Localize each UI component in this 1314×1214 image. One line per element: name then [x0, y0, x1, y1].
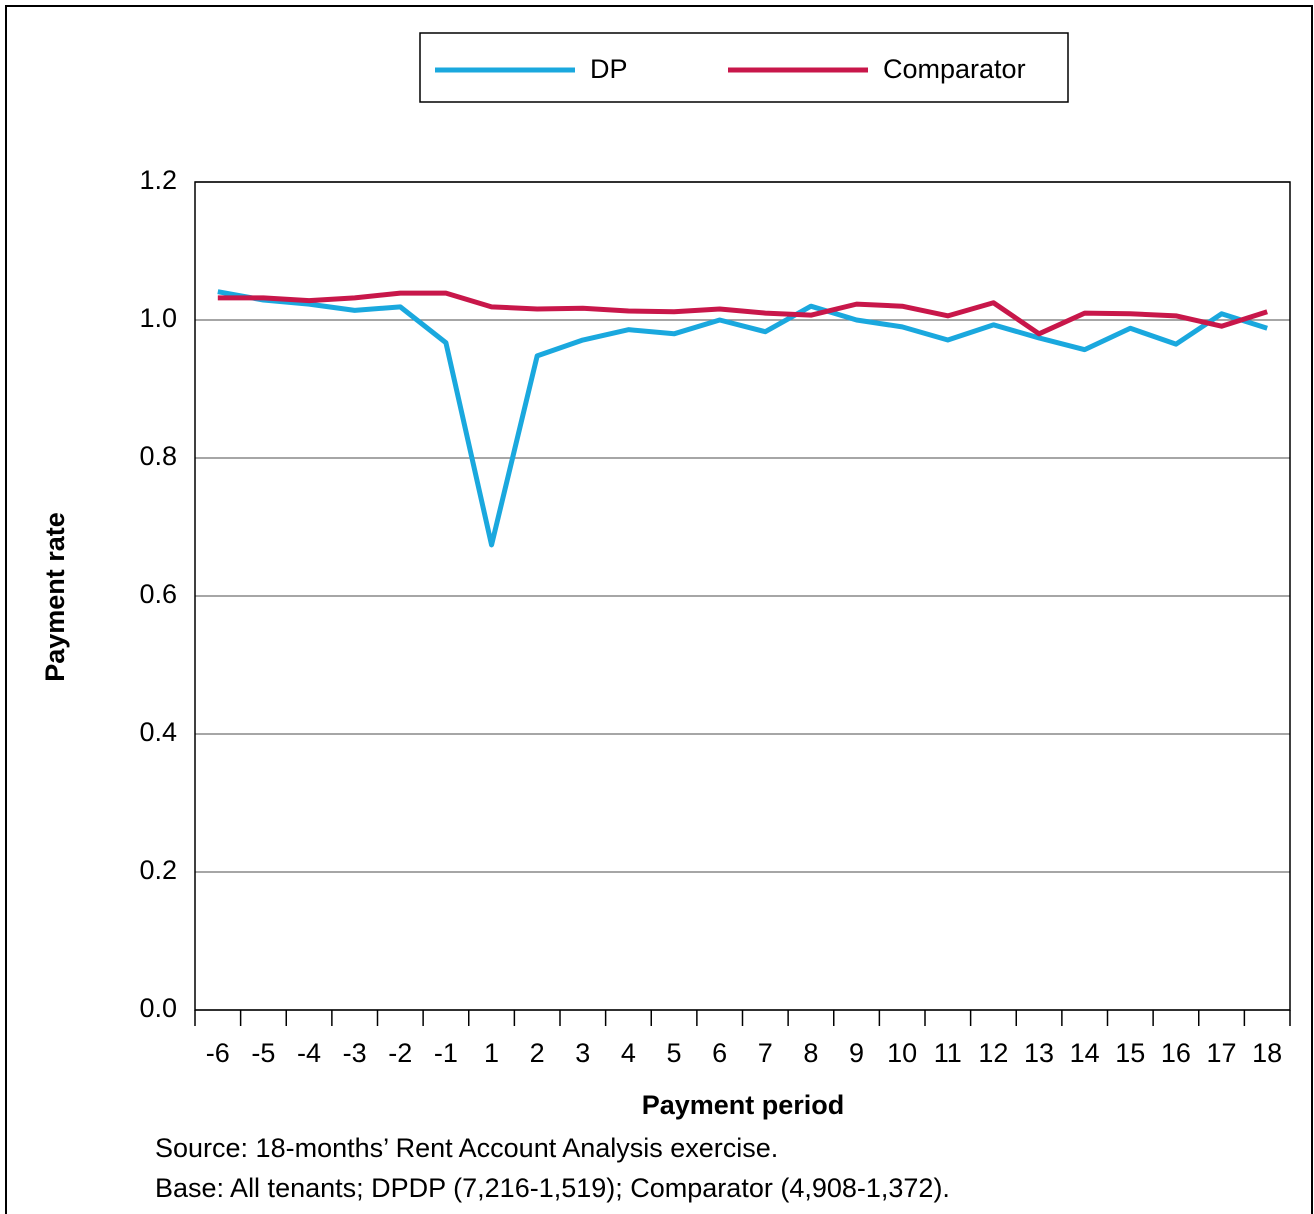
x-tick-label: -4	[297, 1038, 321, 1068]
x-axis-title: Payment period	[642, 1090, 845, 1120]
y-tick-label: 0.6	[139, 579, 177, 609]
x-tick-label: 6	[712, 1038, 727, 1068]
x-tick-label: 9	[849, 1038, 864, 1068]
x-tick-label: -5	[251, 1038, 275, 1068]
x-tick-label: 12	[978, 1038, 1008, 1068]
y-tick-label: 0.2	[139, 855, 177, 885]
y-tick-label: 1.2	[139, 165, 177, 195]
legend-label: Comparator	[883, 54, 1026, 84]
x-tick-label: 10	[887, 1038, 917, 1068]
x-tick-label: 17	[1207, 1038, 1237, 1068]
x-tick-label: 18	[1252, 1038, 1282, 1068]
data-line	[217, 290, 1268, 337]
legend-label: DP	[590, 54, 628, 84]
frame	[5, 5, 1313, 1214]
y-tick-label: 0.8	[139, 441, 177, 471]
footnote: Base: All tenants; DPDP (7,216-1,519); C…	[155, 1173, 950, 1203]
x-tick-label: -2	[388, 1038, 412, 1068]
x-tick-label: 13	[1024, 1038, 1054, 1068]
x-tick-label: 7	[758, 1038, 773, 1068]
footnote: Source: 18-months’ Rent Account Analysis…	[155, 1133, 778, 1163]
y-axis-title: Payment rate	[40, 512, 70, 682]
data-line	[217, 289, 1268, 548]
x-tick-label: 11	[934, 1038, 962, 1068]
x-tick-label: 2	[530, 1038, 545, 1068]
x-tick-label: 3	[575, 1038, 590, 1068]
x-tick-label: 5	[667, 1038, 682, 1068]
x-tick-label: -6	[206, 1038, 230, 1068]
x-tick-label: 16	[1161, 1038, 1191, 1068]
x-tick-label: 8	[803, 1038, 818, 1068]
x-tick-label: 15	[1115, 1038, 1145, 1068]
x-tick-label: 1	[484, 1038, 499, 1068]
y-tick-label: 1.0	[139, 303, 177, 333]
x-tick-label: -1	[434, 1038, 458, 1068]
y-tick-label: 0.4	[139, 717, 177, 747]
x-tick-label: 4	[621, 1038, 636, 1068]
x-tick-label: -3	[343, 1038, 367, 1068]
y-tick-label: 0.0	[139, 993, 177, 1023]
x-tick-label: 14	[1070, 1038, 1100, 1068]
